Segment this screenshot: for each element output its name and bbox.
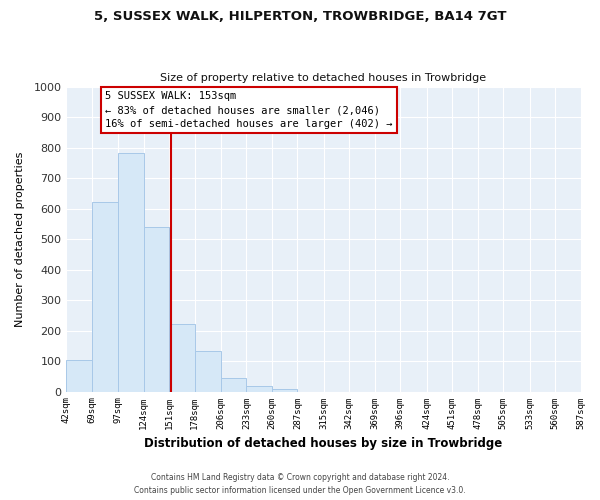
Bar xyxy=(272,389,298,392)
Bar xyxy=(143,227,169,392)
Text: 5 SUSSEX WALK: 153sqm
← 83% of detached houses are smaller (2,046)
16% of semi-d: 5 SUSSEX WALK: 153sqm ← 83% of detached … xyxy=(105,91,392,129)
Y-axis label: Number of detached properties: Number of detached properties xyxy=(15,152,25,326)
Title: Size of property relative to detached houses in Trowbridge: Size of property relative to detached ho… xyxy=(160,73,487,83)
Bar xyxy=(118,152,143,392)
Bar xyxy=(221,378,247,392)
X-axis label: Distribution of detached houses by size in Trowbridge: Distribution of detached houses by size … xyxy=(144,437,502,450)
Bar xyxy=(194,351,221,392)
Bar xyxy=(66,360,92,392)
Text: 5, SUSSEX WALK, HILPERTON, TROWBRIDGE, BA14 7GT: 5, SUSSEX WALK, HILPERTON, TROWBRIDGE, B… xyxy=(94,10,506,23)
Bar xyxy=(92,202,118,392)
Text: Contains HM Land Registry data © Crown copyright and database right 2024.
Contai: Contains HM Land Registry data © Crown c… xyxy=(134,474,466,495)
Bar xyxy=(169,324,194,392)
Bar xyxy=(247,386,272,392)
